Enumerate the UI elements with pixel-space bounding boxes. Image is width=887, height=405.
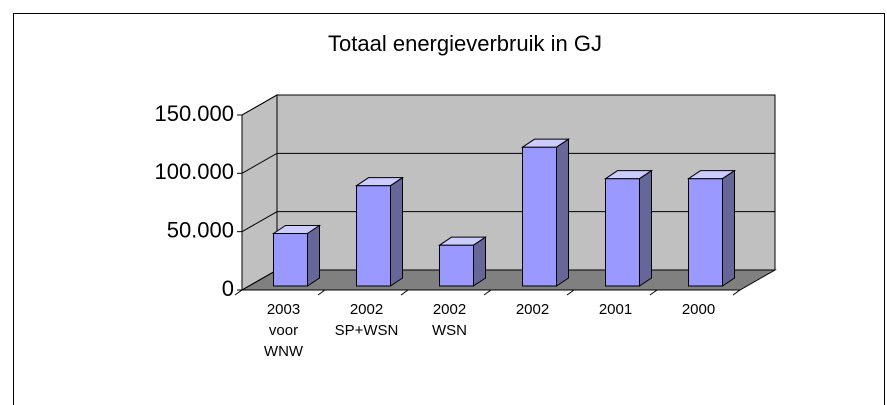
bar-side [307, 224, 320, 287]
x-tick-label: 2000 [682, 301, 715, 318]
x-tick [483, 289, 492, 296]
x-tick-label: 2002 [350, 301, 383, 318]
bar-group [520, 138, 571, 287]
bar-group [686, 169, 737, 287]
x-tick-label: 2002 [433, 301, 466, 318]
bar-side [473, 236, 486, 287]
x-tick-label: 2001 [599, 301, 632, 318]
x-tick-label: WNW [264, 343, 304, 360]
x-tick [732, 289, 741, 296]
bar-side [639, 169, 652, 287]
x-tick-label: 2003 [267, 301, 300, 318]
x-tick [234, 289, 243, 296]
bar [273, 233, 308, 287]
y-tick-label: 150.000 [154, 101, 234, 126]
bar-side [556, 138, 569, 287]
bar-group [603, 169, 654, 287]
x-tick-label: 2002 [516, 301, 549, 318]
x-tick [566, 289, 575, 296]
bar [439, 244, 474, 287]
side-wall [241, 94, 278, 291]
bar-group [354, 176, 405, 287]
bar [356, 185, 391, 287]
x-tick-label: WSN [432, 322, 467, 339]
x-tick-label: SP+WSN [335, 322, 399, 339]
bar-side [722, 169, 735, 287]
bar [522, 146, 557, 287]
grid-line [241, 152, 775, 174]
bar-side [390, 176, 403, 287]
chart-title: Totaal energieverbruik in GJ [328, 31, 602, 56]
bar [605, 178, 640, 287]
bar-group [271, 224, 322, 287]
y-tick-label: 100.000 [154, 159, 234, 184]
y-tick-label: 0 [222, 276, 234, 301]
bar-group [437, 236, 488, 287]
y-tick-label: 50.000 [167, 217, 234, 242]
grid-line [241, 94, 775, 116]
bar [688, 178, 723, 287]
x-tick [649, 289, 658, 296]
x-tick [317, 289, 326, 296]
x-tick-label: voor [269, 322, 298, 339]
x-tick [400, 289, 409, 296]
